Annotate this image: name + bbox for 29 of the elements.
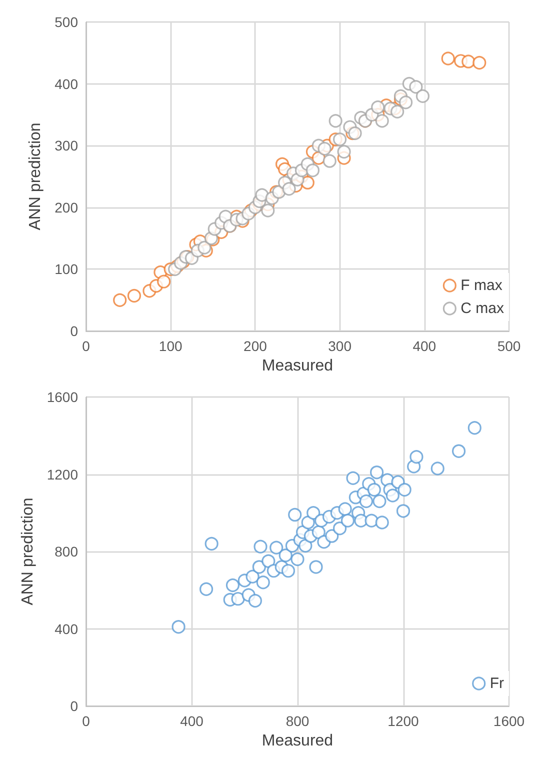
y-tick-label: 100 — [54, 261, 78, 278]
x-tick-label: 1200 — [388, 713, 420, 729]
y-tick-label: 300 — [54, 138, 78, 154]
x-tick-label: 400 — [180, 713, 204, 729]
x-tick-label: 0 — [82, 713, 90, 729]
y-tick-label: 400 — [54, 76, 78, 92]
x-axis-title: Measured — [262, 732, 334, 750]
y-tick-label: 800 — [54, 544, 78, 560]
y-tick-label: 0 — [70, 698, 78, 714]
y-axis-title: ANN prediction — [27, 122, 44, 230]
x-tick-label: 400 — [412, 338, 436, 354]
x-tick-label: 200 — [244, 338, 268, 354]
x-tick-label: 800 — [286, 713, 310, 729]
x-axis-title: Measured — [262, 357, 334, 374]
x-tick-label: 100 — [158, 338, 182, 354]
x-tick-label: 1600 — [493, 713, 525, 729]
y-tick-label: 1200 — [46, 466, 78, 482]
y-axis-title: ANN prediction — [19, 498, 36, 606]
x-tick-label: 500 — [497, 338, 521, 354]
legend-label: Fr — [490, 675, 504, 692]
y-tick-label: 0 — [70, 323, 78, 339]
y-tick-label: 400 — [54, 620, 78, 637]
x-tick-label: 0 — [82, 338, 90, 354]
x-tick-label: 300 — [328, 338, 352, 354]
legend-label: C max — [460, 300, 504, 317]
y-tick-label: 200 — [54, 199, 78, 216]
y-tick-label: 1600 — [46, 389, 78, 405]
legend-label: F max — [460, 277, 503, 294]
y-tick-label: 500 — [54, 14, 78, 30]
